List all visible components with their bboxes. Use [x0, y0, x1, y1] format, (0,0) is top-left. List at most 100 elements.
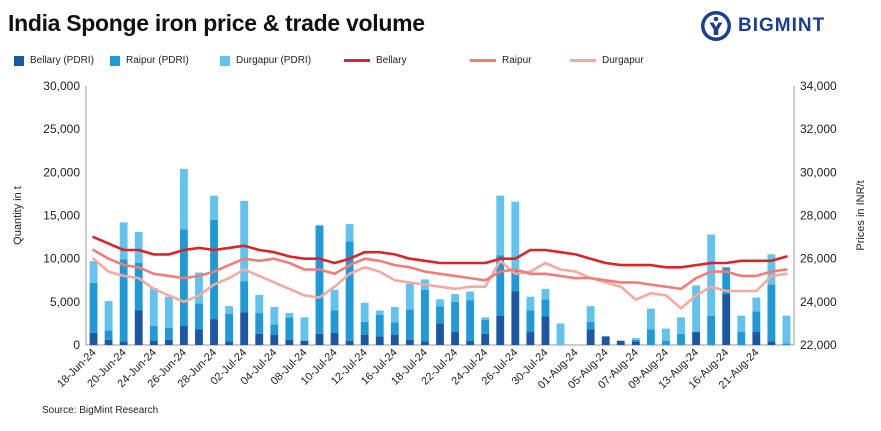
- line-bellary: [92, 235, 788, 269]
- bar-bellary-pdri: [149, 340, 158, 345]
- bar-raipur-pdri: [134, 262, 143, 311]
- y-tick-label: 10,000: [43, 252, 80, 266]
- bar-bellary-pdri: [631, 341, 640, 345]
- bar-raipur-pdri: [662, 340, 670, 345]
- chart-title: India Sponge iron price & trade volume: [8, 10, 425, 36]
- bar-durgapur-pdri: [511, 201, 520, 271]
- legend-swatch: [344, 59, 370, 62]
- y-tick-label: 25,000: [43, 122, 80, 136]
- bar-durgapur-pdri: [767, 254, 776, 285]
- bar-bellary-pdri: [315, 333, 324, 345]
- bar-bellary-pdri: [345, 340, 354, 345]
- legend-label: Bellary (PDRI): [30, 55, 94, 66]
- bar-durgapur-pdri: [255, 294, 264, 314]
- y-tick-label: 0: [73, 338, 80, 352]
- bar-bellary-pdri: [195, 329, 203, 345]
- bar-raipur-pdri: [707, 315, 716, 345]
- bar-raipur-pdri: [496, 255, 505, 316]
- bar-durgapur-pdri: [692, 285, 701, 333]
- bar-raipur-pdri: [677, 333, 685, 345]
- bar-bellary-pdri: [285, 339, 294, 345]
- bar-durgapur-pdri: [707, 234, 716, 316]
- bar-bellary-pdri: [240, 312, 249, 345]
- legend-item-raipur-pdri: Raipur (PDRI): [110, 55, 189, 66]
- source-note: Source: BigMint Research: [42, 405, 159, 416]
- bar-bellary-pdri: [421, 341, 429, 345]
- bar-raipur-pdri: [89, 282, 98, 333]
- bar-raipur-pdri: [767, 284, 776, 342]
- bar-raipur-pdri: [315, 225, 324, 334]
- y2-tick-label: 34,000: [800, 79, 837, 93]
- bigmint-logo-icon: [701, 11, 731, 41]
- bar-durgapur-pdri: [210, 195, 218, 220]
- bar-bellary-pdri: [496, 315, 505, 345]
- bar-raipur-pdri: [285, 317, 294, 340]
- bar-raipur-pdri: [646, 329, 655, 345]
- bar-bellary-pdri: [330, 332, 339, 345]
- bar-durgapur-pdri: [164, 296, 173, 328]
- y-tick-label: 20,000: [43, 165, 80, 179]
- y-axis-title: Quantity in t: [12, 186, 24, 245]
- bar-group: [89, 168, 791, 345]
- bar-bellary-pdri: [210, 319, 218, 345]
- bar-bellary-pdri: [511, 291, 520, 345]
- bar-durgapur-pdri: [375, 310, 384, 315]
- legend-label: Durgapur: [602, 55, 644, 66]
- legend-swatch: [470, 59, 496, 62]
- bar-durgapur-pdri: [646, 308, 655, 330]
- bar-bellary-pdri: [390, 334, 399, 345]
- bar-durgapur-pdri: [179, 168, 188, 230]
- bar-bellary-pdri: [752, 332, 761, 345]
- bar-durgapur-pdri: [481, 317, 490, 320]
- bar-bellary-pdri: [405, 339, 414, 345]
- bar-bellary-pdri: [255, 333, 264, 345]
- legend-label: Bellary: [376, 55, 407, 66]
- y2-tick-label: 26,000: [800, 252, 837, 266]
- bar-durgapur-pdri: [466, 291, 475, 301]
- bar-raipur-pdri: [375, 314, 384, 337]
- bar-bellary-pdri: [722, 294, 731, 345]
- bar-durgapur-pdri: [285, 313, 294, 318]
- bar-durgapur-pdri: [405, 283, 414, 310]
- bar-raipur-pdri: [240, 281, 249, 313]
- bar-durgapur-pdri: [119, 222, 128, 260]
- bar-durgapur-pdri: [345, 224, 354, 242]
- legend-label: Durgapur (PDRI): [236, 55, 312, 66]
- bar-durgapur-pdri: [149, 288, 158, 327]
- y-tick-label: 5,000: [50, 295, 80, 309]
- bar-durgapur-pdri: [677, 317, 685, 334]
- bar-bellary-pdri: [466, 340, 475, 345]
- y2-tick-label: 32,000: [800, 122, 837, 136]
- legend-item-durgapur: Durgapur: [570, 55, 644, 66]
- bar-durgapur-pdri: [631, 338, 640, 340]
- bar-raipur-pdri: [149, 326, 158, 341]
- y-tick-label: 30,000: [43, 79, 80, 93]
- bar-raipur-pdri: [195, 303, 203, 330]
- bar-raipur-pdri: [225, 313, 234, 342]
- bar-raipur-pdri: [526, 310, 535, 333]
- legend-label: Raipur (PDRI): [126, 55, 189, 66]
- bar-durgapur-pdri: [782, 315, 791, 344]
- bar-raipur-pdri: [164, 327, 173, 340]
- line-raipur: [92, 248, 788, 291]
- legend-item-durgapur-pdri: Durgapur (PDRI): [220, 55, 311, 66]
- bar-durgapur-pdri: [89, 261, 98, 283]
- bar-durgapur-pdri: [556, 323, 565, 345]
- bar-bellary-pdri: [270, 334, 279, 345]
- line-durgapur: [92, 257, 788, 310]
- bar-raipur-pdri: [345, 241, 354, 341]
- bar-durgapur-pdri: [436, 299, 444, 307]
- legend-swatch: [110, 55, 120, 66]
- bar-raipur-pdri: [255, 313, 264, 334]
- bar-bellary-pdri: [586, 329, 595, 345]
- bar-durgapur-pdri: [737, 315, 746, 333]
- bar-bellary-pdri: [767, 341, 776, 345]
- legend-swatch: [14, 55, 24, 66]
- bar-bellary-pdri: [601, 336, 610, 345]
- bar-bellary-pdri: [104, 339, 113, 345]
- bar-bellary-pdri: [164, 339, 173, 345]
- bar-durgapur-pdri: [451, 294, 459, 302]
- bar-raipur-pdri: [360, 321, 369, 335]
- bar-bellary-pdri: [692, 332, 701, 345]
